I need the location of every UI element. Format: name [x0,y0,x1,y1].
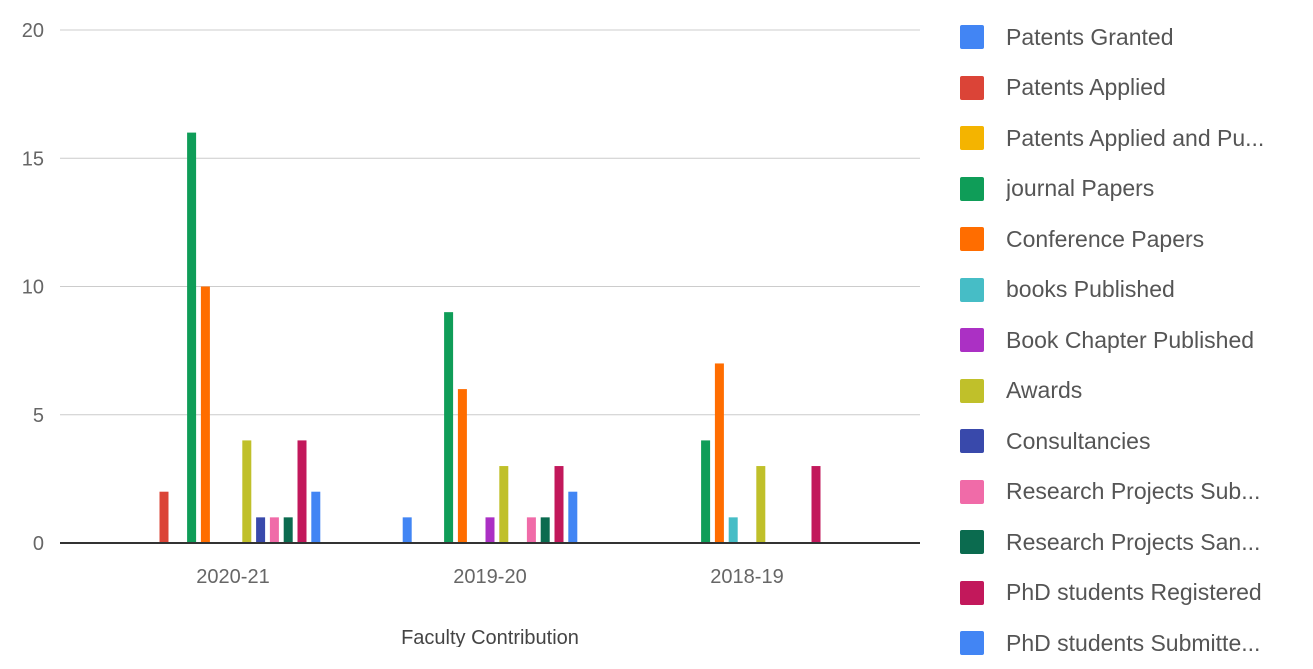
legend-label: journal Papers [1006,175,1155,202]
legend-label: Research Projects San... [1006,528,1261,555]
y-tick-label: 15 [22,148,44,170]
legend-swatch [960,479,984,504]
legend-label: Patents Applied [1006,74,1166,101]
bar [402,517,412,543]
bar [200,286,210,543]
y-tick-label: 10 [22,277,44,299]
x-tick-label: 2019-20 [453,566,526,588]
bar [187,132,197,543]
legend-label: Book Chapter Published [1006,326,1255,353]
legend-label: Awards [1006,377,1083,404]
legend-item[interactable]: Book Chapter Published [960,315,1313,366]
legend-swatch [960,530,984,555]
bar [159,491,169,543]
bar [444,312,454,543]
legend-item[interactable]: PhD students Registered [960,568,1313,619]
legend-label: Conference Papers [1006,225,1205,252]
x-axis-title: Faculty Contribution [401,627,579,647]
bar [811,466,821,543]
y-tick-label: 0 [33,533,44,555]
legend-swatch [960,25,984,50]
legend-item[interactable]: books Published [960,265,1313,316]
bars [159,132,821,543]
legend-swatch [960,631,984,656]
legend-swatch [960,75,984,100]
legend-item[interactable]: Consultancies [960,416,1313,467]
bar [242,440,252,543]
legend-swatch [960,378,984,403]
bar [728,517,738,543]
bar [540,517,550,543]
legend-label: books Published [1006,276,1175,303]
bar [297,440,307,543]
legend-label: Research Projects Sub... [1006,478,1261,505]
bar [714,363,724,543]
legend-item[interactable]: Awards [960,366,1313,417]
legend-item[interactable]: journal Papers [960,164,1313,215]
legend-item[interactable]: PhD students Submitte... [960,618,1313,669]
legend-item[interactable]: Patents Applied [960,63,1313,114]
bar [499,466,509,543]
legend-label: Patents Applied and Pu... [1006,124,1265,151]
legend-label: Consultancies [1006,427,1151,454]
legend-label: Patents Granted [1006,23,1174,50]
bar [256,517,266,543]
bar [485,517,495,543]
legend-label: PhD students Registered [1006,579,1262,606]
x-tick-label: 2018-19 [710,566,783,588]
bar [269,517,279,543]
legend: Patents Granted Patents Applied Patents Ap… [960,12,1313,669]
legend-label: PhD students Submitte... [1006,629,1261,656]
y-tick-label: 20 [22,20,44,42]
bar [283,517,293,543]
legend-item[interactable]: Research Projects Sub... [960,467,1313,518]
legend-item[interactable]: Patents Granted [960,12,1313,63]
x-axis-ticks: 2020-21 2019-20 2018-19 [196,566,783,588]
bar [701,440,711,543]
y-axis-ticks: 0 5 10 15 20 [22,20,44,555]
legend-swatch [960,328,984,353]
legend-item[interactable]: Conference Papers [960,214,1313,265]
bar [756,466,766,543]
y-tick-label: 5 [33,405,44,427]
bar [311,491,321,543]
legend-swatch [960,429,984,454]
bar [457,389,467,543]
legend-swatch [960,227,984,252]
x-tick-label: 2020-21 [196,566,269,588]
bar-chart: 0 5 10 15 20 2020-21 2019-20 2018-19 Faculty C… [22,20,920,647]
legend-swatch [960,277,984,302]
legend-swatch [960,176,984,201]
legend-item[interactable]: Patents Applied and Pu... [960,113,1313,164]
legend-swatch [960,126,984,151]
bar [568,491,578,543]
legend-swatch [960,580,984,605]
bar [554,466,564,543]
bar [526,517,536,543]
legend-item[interactable]: Research Projects San... [960,517,1313,568]
